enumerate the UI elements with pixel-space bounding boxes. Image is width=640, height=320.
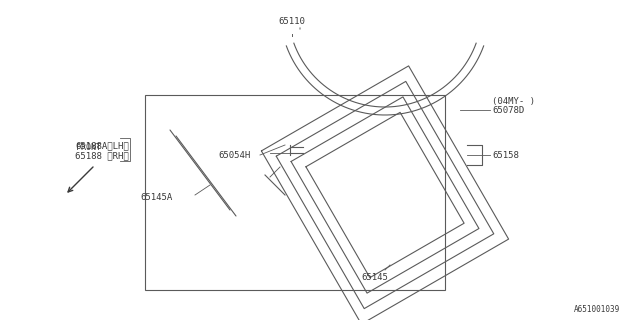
Text: 65145: 65145	[362, 273, 388, 282]
Text: 65110: 65110	[278, 17, 305, 26]
Text: 65054H: 65054H	[218, 151, 250, 160]
Text: 65188A〈LH〉: 65188A〈LH〉	[75, 141, 129, 150]
Text: 65158: 65158	[492, 151, 519, 160]
Bar	[145, 95, 445, 290]
Text: 65188 〈RH〉: 65188 〈RH〉	[75, 151, 129, 160]
Text: 65078D: 65078D	[492, 106, 524, 115]
Text: FRONT: FRONT	[76, 143, 100, 152]
Text: (04MY- ): (04MY- )	[492, 97, 535, 106]
Text: 65145A: 65145A	[140, 193, 172, 202]
Text: A651001039: A651001039	[573, 305, 620, 314]
